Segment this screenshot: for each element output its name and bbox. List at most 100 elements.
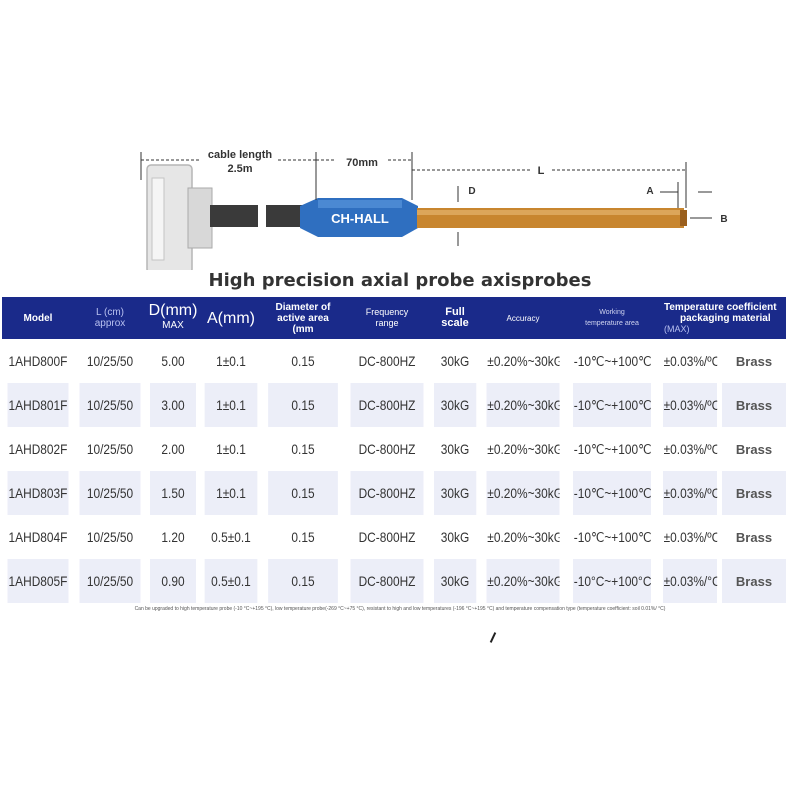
cell-frequency: DC-800HZ	[350, 559, 424, 603]
cell-working-temp: -10℃~+100℃	[572, 383, 652, 427]
dimension-lines	[140, 152, 712, 246]
cell-d-max: 2.00	[150, 427, 196, 471]
cell-material: Brass	[722, 559, 786, 603]
header-accuracy: Accuracy	[480, 297, 566, 339]
header-a-mm: A(mm)	[200, 297, 262, 339]
a-dimension-label: A	[646, 186, 653, 197]
cell-material: Brass	[722, 471, 786, 515]
footnote: Can be upgraded to high temperature prob…	[134, 606, 666, 612]
header-temp-coeff-max: (MAX)	[664, 323, 690, 334]
cable-length-label: cable length	[208, 149, 272, 161]
cell-temp-coeff: ±0.03%/ºC	[662, 471, 718, 515]
table-row: 1AHD802F 10/25/50 2.00 1±0.1 0.15 DC-800…	[2, 427, 786, 471]
header-active-area: Diameter of active area (mm	[262, 297, 344, 339]
cell-length: 10/25/50	[79, 559, 141, 603]
cell-accuracy: ±0.20%~30kG	[486, 383, 560, 427]
cell-temp-coeff: ±0.03%/ºC	[662, 339, 718, 383]
cell-a: 0.5±0.1	[204, 515, 258, 559]
cell-accuracy: ±0.20%~30kG	[486, 559, 560, 603]
header-temp-coeff-packaging: Temperature coefficient packaging materi…	[658, 297, 786, 339]
cell-full-scale: 30kG	[433, 471, 477, 515]
cell-d-max: 1.50	[150, 471, 196, 515]
cell-full-scale: 30kG	[433, 515, 477, 559]
cell-temp-coeff: ±0.03%/ºC	[662, 383, 718, 427]
spec-table: Model L (cm) approx D(mm) MAX A(mm) Diamet…	[2, 297, 786, 603]
cell-active-area: 0.15	[268, 515, 338, 559]
header-full-scale: Full scale	[430, 297, 480, 339]
cell-length: 10/25/50	[79, 471, 141, 515]
table-header-row: Model L (cm) approx D(mm) MAX A(mm) Diamet…	[2, 297, 786, 339]
probe-diagram: CH-HALL cable length 2.5m 70mm L D A B	[140, 149, 728, 270]
cell-accuracy: ±0.20%~30kG	[486, 471, 560, 515]
cell-material: Brass	[722, 515, 786, 559]
product-title: High precision axial probe axisprobes	[208, 270, 592, 291]
cell-working-temp: -10℃~+100℃	[572, 515, 652, 559]
stray-mark	[489, 632, 497, 643]
cell-full-scale: 30kG	[433, 339, 477, 383]
cell-temp-coeff: ±0.03%/ºC	[662, 427, 718, 471]
cell-temp-coeff: ±0.03%/°C	[662, 559, 718, 603]
b-dimension-label: B	[720, 214, 727, 225]
header-temp-coeff: Temperature coefficient	[664, 301, 777, 313]
cell-d-max: 1.20	[150, 515, 196, 559]
cell-model: 1AHD801F	[7, 383, 69, 427]
cell-accuracy: ±0.20%~30kG	[486, 515, 560, 559]
cell-a: 1±0.1	[204, 427, 258, 471]
cell-model: 1AHD804F	[7, 515, 69, 559]
cell-frequency: DC-800HZ	[350, 471, 424, 515]
cell-accuracy: ±0.20%~30kG	[486, 427, 560, 471]
cell-d-max: 5.00	[150, 339, 196, 383]
cell-working-temp: -10℃~+100℃	[572, 427, 652, 471]
cable	[210, 205, 306, 227]
cell-length: 10/25/50	[79, 339, 141, 383]
table-row: 1AHD801F 10/25/50 3.00 1±0.1 0.15 DC-800…	[2, 383, 786, 427]
header-packaging: packaging material	[680, 312, 771, 324]
cell-a: 1±0.1	[204, 471, 258, 515]
table-row: 1AHD804F 10/25/50 1.20 0.5±0.1 0.15 DC-8…	[2, 515, 786, 559]
cell-length: 10/25/50	[79, 383, 141, 427]
cell-model: 1AHD805F	[7, 559, 69, 603]
header-working-temp: Working temperature area	[566, 297, 658, 339]
cell-active-area: 0.15	[268, 383, 338, 427]
cell-active-area: 0.15	[268, 427, 338, 471]
cell-a: 1±0.1	[204, 339, 258, 383]
cell-active-area: 0.15	[268, 559, 338, 603]
cell-model: 1AHD803F	[7, 471, 69, 515]
cell-frequency: DC-800HZ	[350, 339, 424, 383]
cell-material: Brass	[722, 339, 786, 383]
cell-a: 0.5±0.1	[204, 559, 258, 603]
header-frequency: Frequency range	[344, 297, 430, 339]
cell-frequency: DC-800HZ	[350, 515, 424, 559]
cell-model: 1AHD802F	[7, 427, 69, 471]
cell-model: 1AHD800F	[7, 339, 69, 383]
cell-material: Brass	[722, 427, 786, 471]
cell-working-temp: -10℃~+100℃	[572, 339, 652, 383]
table-row: 1AHD803F 10/25/50 1.50 1±0.1 0.15 DC-800…	[2, 471, 786, 515]
cell-d-max: 3.00	[150, 383, 196, 427]
cell-working-temp: -10℃~+100℃	[572, 471, 652, 515]
connector	[146, 164, 213, 270]
cell-active-area: 0.15	[268, 339, 338, 383]
header-model: Model	[2, 297, 74, 339]
cell-d-max: 0.90	[150, 559, 196, 603]
probe-housing: CH-HALL	[300, 198, 418, 237]
cell-full-scale: 30kG	[433, 427, 477, 471]
cell-frequency: DC-800HZ	[350, 427, 424, 471]
cell-a: 1±0.1	[204, 383, 258, 427]
cell-temp-coeff: ±0.03%/ºC	[662, 515, 718, 559]
table-row: 1AHD800F 10/25/50 5.00 1±0.1 0.15 DC-800…	[2, 339, 786, 383]
cell-length: 10/25/50	[79, 515, 141, 559]
d-dimension-label: D	[468, 186, 475, 197]
cell-frequency: DC-800HZ	[350, 383, 424, 427]
cell-full-scale: 30kG	[433, 383, 477, 427]
housing-brand-label: CH-HALL	[331, 211, 389, 226]
table-row: 1AHD805F 10/25/50 0.90 0.5±0.1 0.15 DC-8…	[2, 559, 786, 603]
cell-length: 10/25/50	[79, 427, 141, 471]
cell-full-scale: 30kG	[433, 559, 477, 603]
probe-rod	[417, 208, 687, 228]
cell-working-temp: -10°C~+100°C	[572, 559, 652, 603]
header-length: L (cm) approx	[74, 297, 146, 339]
cell-accuracy: ±0.20%~30kG	[486, 339, 560, 383]
cell-material: Brass	[722, 383, 786, 427]
cable-length-value: 2.5m	[227, 163, 252, 175]
